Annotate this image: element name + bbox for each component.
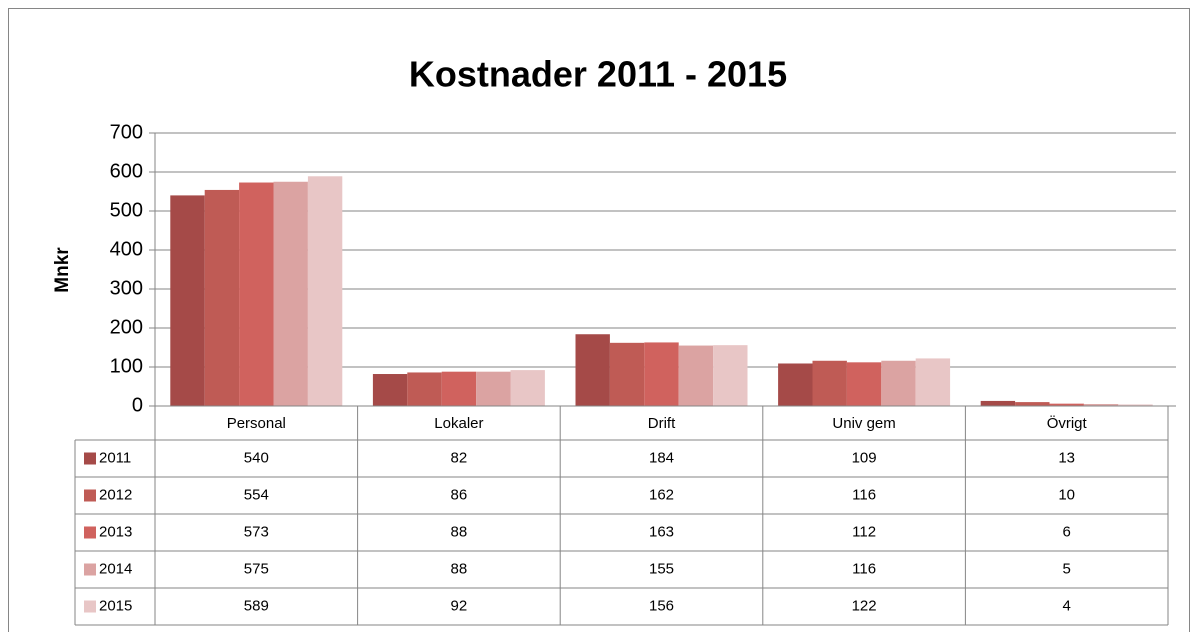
- table-cell: 163: [649, 523, 674, 540]
- table-cell: 589: [244, 597, 269, 614]
- table-cell: 109: [852, 449, 877, 466]
- table-cell: 92: [451, 597, 468, 614]
- bar: [915, 358, 951, 406]
- bar: [510, 370, 545, 406]
- table-cell: 13: [1058, 449, 1075, 466]
- table-cell: 5: [1063, 560, 1071, 577]
- bar: [846, 362, 882, 406]
- bar: [1015, 402, 1050, 406]
- legend-label: 2015: [99, 597, 132, 614]
- x-tick-label: Drift: [648, 415, 676, 432]
- y-tick-label: 0: [132, 394, 143, 416]
- bar: [407, 372, 442, 406]
- y-tick-label: 200: [110, 316, 143, 338]
- bar: [204, 189, 240, 406]
- legend-label: 2012: [99, 486, 132, 503]
- table-cell: 116: [852, 560, 876, 577]
- bar: [881, 360, 916, 406]
- legend-key: [84, 452, 96, 465]
- table-cell: 162: [649, 486, 674, 503]
- bar: [273, 181, 308, 406]
- table-cell: 88: [451, 523, 468, 540]
- table-cell: 88: [451, 560, 468, 577]
- table-cell: 554: [244, 486, 269, 503]
- table-cell: 155: [649, 560, 674, 577]
- bar: [778, 363, 813, 406]
- legend-label: 2014: [99, 560, 132, 577]
- legend-key: [84, 489, 96, 502]
- bar: [609, 342, 645, 406]
- table-cell: 4: [1063, 597, 1071, 614]
- y-axis-label: Mnkr: [52, 247, 73, 293]
- y-tick-label: 500: [110, 199, 143, 221]
- table-cell: 116: [852, 486, 876, 503]
- y-tick-label: 400: [110, 238, 143, 260]
- bar: [239, 182, 274, 406]
- legend-key: [84, 600, 96, 613]
- y-tick-label: 700: [110, 121, 143, 143]
- legend-label: 2013: [99, 523, 132, 540]
- table-cell: 86: [451, 486, 468, 503]
- bar: [372, 374, 408, 406]
- table-cell: 184: [649, 449, 674, 466]
- bar: [307, 176, 343, 406]
- x-tick-label: Lokaler: [434, 415, 483, 432]
- table-cell: 10: [1058, 486, 1075, 503]
- table-cell: 573: [244, 523, 269, 540]
- bar: [713, 345, 748, 406]
- bar: [1083, 404, 1119, 406]
- table-cell: 122: [852, 597, 877, 614]
- y-tick-label: 600: [110, 160, 143, 182]
- table-cell: 82: [451, 449, 468, 466]
- bar: [812, 360, 847, 406]
- bar: [476, 371, 511, 406]
- table-cell: 112: [852, 523, 876, 540]
- bar: [575, 334, 610, 406]
- table-cell: 575: [244, 560, 269, 577]
- legend-key: [84, 563, 96, 576]
- y-tick-label: 300: [110, 277, 143, 299]
- bar: [441, 371, 477, 406]
- table-cell: 540: [244, 449, 269, 466]
- bar: [1118, 404, 1153, 406]
- bar: [170, 195, 205, 406]
- bar: [980, 400, 1016, 406]
- table-cell: 156: [649, 597, 674, 614]
- legend-label: 2011: [99, 449, 131, 466]
- x-tick-label: Personal: [227, 415, 286, 432]
- x-tick-label: Övrigt: [1047, 414, 1088, 432]
- chart-title: Kostnader 2011 - 2015: [409, 54, 787, 95]
- table-cell: 6: [1063, 523, 1071, 540]
- x-tick-label: Univ gem: [832, 415, 895, 432]
- bar: [678, 345, 714, 406]
- bar: [1049, 403, 1084, 406]
- bar: [644, 342, 679, 406]
- legend-key: [84, 526, 96, 539]
- y-tick-label: 100: [110, 355, 143, 377]
